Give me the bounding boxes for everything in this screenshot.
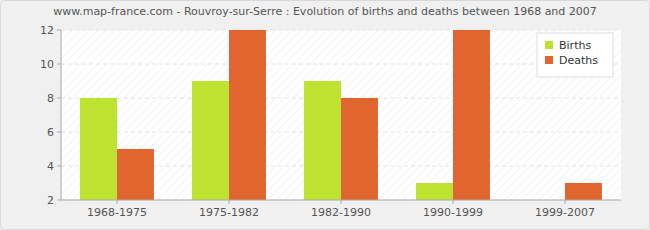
bar	[453, 30, 490, 200]
title: www.map-france.com - Rouvroy-sur-Serre :…	[53, 5, 597, 18]
legend-label: Births	[559, 39, 591, 52]
bars	[80, 30, 602, 200]
legend: Births Deaths	[537, 33, 613, 77]
grid-line	[61, 30, 621, 31]
y-tick-label: 8	[47, 92, 54, 105]
y-tick-label: 12	[40, 24, 54, 37]
y-axis	[61, 30, 62, 200]
legend-swatch	[545, 56, 553, 64]
tick-mark	[57, 166, 61, 167]
tick-mark	[57, 200, 61, 201]
x-tick-mark	[453, 200, 454, 204]
y-tick-label: 4	[47, 160, 54, 173]
tick-mark	[57, 132, 61, 133]
x-tick-label: 1982-1990	[311, 206, 371, 219]
legend-label: Deaths	[559, 54, 598, 67]
x-tick-label: 1990-1999	[423, 206, 483, 219]
chart: www.map-france.com - Rouvroy-sur-Serre :…	[0, 0, 650, 230]
bar	[565, 183, 602, 200]
chart-container: www.map-france.com - Rouvroy-sur-Serre :…	[0, 0, 650, 230]
grid-line	[61, 200, 621, 201]
y-tick-label: 10	[40, 58, 54, 71]
background	[1, 1, 650, 230]
x-tick-label: 1975-1982	[199, 206, 259, 219]
bar	[229, 30, 266, 200]
tick-mark	[57, 64, 61, 65]
x-axis	[61, 200, 621, 201]
x-tick-mark	[229, 200, 230, 204]
bar	[80, 98, 117, 200]
legend-swatch	[545, 41, 553, 49]
legend-box	[537, 33, 613, 77]
plot-area	[61, 30, 621, 200]
bar	[416, 183, 453, 200]
tick-mark	[57, 98, 61, 99]
x-tick-mark	[341, 200, 342, 204]
bar	[304, 81, 341, 200]
bar	[192, 81, 229, 200]
x-tick-mark	[565, 200, 566, 204]
tick-mark	[57, 30, 61, 31]
y-tick-label: 2	[47, 194, 54, 207]
x-tick-label: 1968-1975	[87, 206, 147, 219]
x-tick-label: 1999-2007	[535, 206, 595, 219]
x-tick-mark	[117, 200, 118, 204]
bar	[117, 149, 154, 200]
y-tick-label: 6	[47, 126, 54, 139]
bar	[341, 98, 378, 200]
